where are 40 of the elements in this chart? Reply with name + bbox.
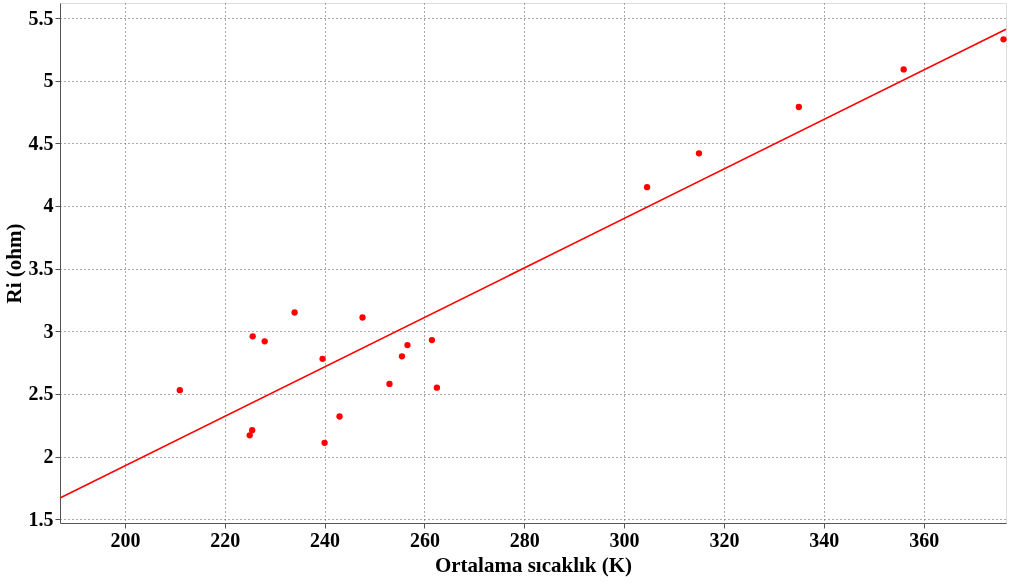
y-tick-label: 4 [43,194,54,217]
y-tick-label: 3 [43,319,54,342]
x-tick-label: 220 [210,528,241,551]
x-tick-label: 240 [310,528,341,551]
point [321,439,328,446]
point [398,353,406,360]
point [386,380,393,388]
y-axis-title: Ri (ohm) [1,223,26,304]
y-tick-label: 2 [43,445,54,468]
point [404,341,411,349]
y-tick-label: 4.5 [28,131,54,154]
y-tick-label: 3.5 [28,257,54,280]
x-tick-label: 340 [809,528,840,551]
x-axis-title: Ortalama sıcaklık (K) [434,552,633,577]
point [1000,36,1007,43]
point [643,184,651,191]
point [176,387,183,394]
point [428,336,436,344]
y-tick-label: 2.5 [28,382,54,405]
point [359,314,366,321]
point [433,384,441,391]
y-tick-label: 5.5 [28,6,54,29]
x-tick-label: 280 [509,528,540,551]
point [249,333,256,340]
x-tick-label: 260 [409,528,440,551]
y-tick-label: 5 [43,69,54,92]
point [336,413,343,420]
x-tick-label: 300 [609,528,640,551]
point [319,355,326,363]
x-tick-label: 320 [709,528,740,551]
x-tick-label: 360 [909,528,940,551]
point [795,103,802,111]
point [249,427,256,434]
point [246,432,253,439]
x-tick-label: 200 [110,528,141,551]
point [291,309,298,316]
point [261,338,268,345]
y-tick-label: 1.5 [28,507,54,530]
point [900,66,907,73]
point [695,150,703,157]
